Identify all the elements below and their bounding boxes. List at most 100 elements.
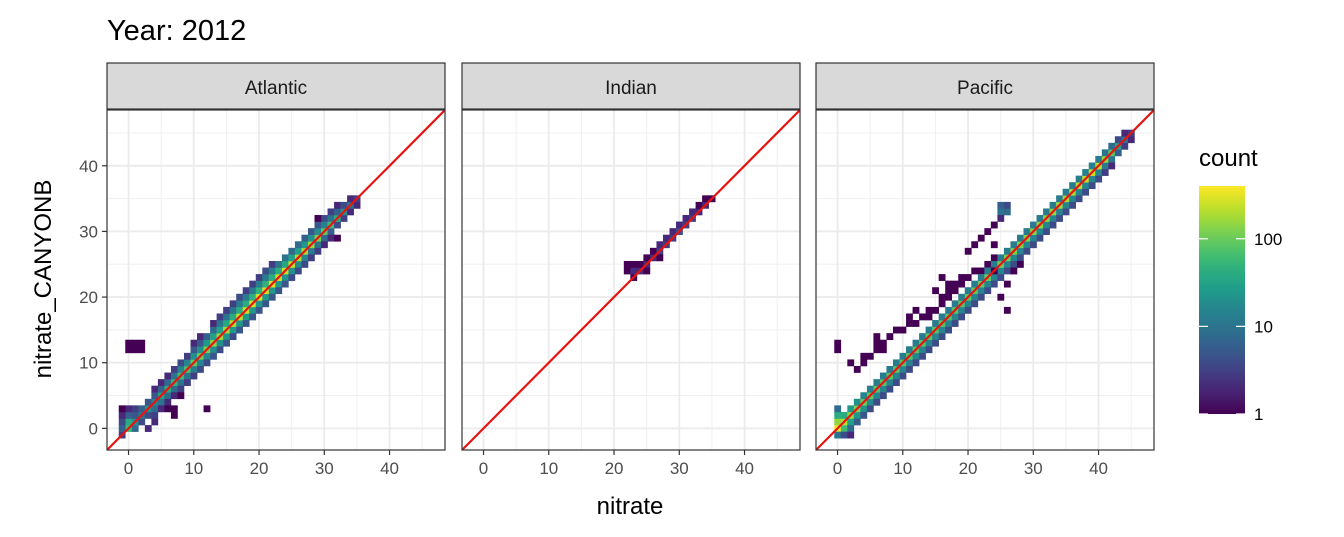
heatmap-bin <box>294 247 302 255</box>
heatmap-bin <box>321 234 328 242</box>
heatmap-bin <box>866 398 874 406</box>
heatmap-bin <box>151 418 159 426</box>
heatmap-bin <box>964 247 972 255</box>
heatmap-bin <box>197 333 204 341</box>
heatmap-bin <box>288 267 296 275</box>
heatmap-bin <box>327 228 335 236</box>
heatmap-bin <box>912 306 920 314</box>
heatmap-bin <box>347 195 354 203</box>
heatmap-bin <box>268 260 276 268</box>
heatmap-bin <box>275 287 283 295</box>
heatmap-bin <box>873 339 881 347</box>
heatmap-bin <box>1114 149 1122 157</box>
heatmap-bin <box>1010 254 1018 262</box>
heatmap-bin <box>164 405 172 413</box>
heatmap-bin <box>1043 208 1050 216</box>
heatmap-bin <box>281 274 289 281</box>
heatmap-bin <box>1108 155 1116 163</box>
heatmap-bin <box>977 293 985 301</box>
heatmap-bin <box>216 339 224 347</box>
facet-strip-label: Indian <box>605 78 657 99</box>
heatmap-bin <box>951 280 959 288</box>
heatmap-bin <box>1023 228 1031 236</box>
heatmap-bin <box>912 359 920 367</box>
heatmap-bin <box>229 313 237 321</box>
x-tick-label: 10 <box>184 459 203 478</box>
heatmap-bin <box>906 320 913 327</box>
x-axis-title: nitrate <box>597 493 664 520</box>
heatmap-bin <box>301 254 309 262</box>
facet-strip-label: Pacific <box>957 78 1013 99</box>
heatmap-bin <box>990 254 998 262</box>
heatmap-bin <box>170 372 178 380</box>
identity-line <box>816 110 1154 450</box>
heatmap-bin <box>125 405 133 413</box>
heatmap-bin <box>236 306 244 314</box>
heatmap-bin <box>906 346 913 354</box>
heatmap-bin <box>879 346 887 354</box>
heatmap-bin <box>1101 162 1109 170</box>
heatmap-bin <box>1062 201 1070 209</box>
heatmap-bin <box>971 300 979 308</box>
heatmap-bin <box>223 333 230 341</box>
heatmap-bin <box>183 379 191 386</box>
gridlines <box>107 110 445 450</box>
heatmap-bin <box>262 300 270 308</box>
heatmap-bin <box>314 215 322 222</box>
heatmap-bin <box>932 333 939 341</box>
heatmap-bin <box>892 372 900 380</box>
heatmap-bin <box>990 241 998 249</box>
y-tick-label: 20 <box>79 288 98 307</box>
heatmap-bin <box>899 326 907 334</box>
heatmap-bin <box>938 326 946 334</box>
heatmap-bin <box>131 339 139 347</box>
heatmap-bin <box>958 293 966 301</box>
x-tick-label: 10 <box>893 459 912 478</box>
heatmap-bin <box>262 280 270 288</box>
facet-strip <box>106 62 446 110</box>
heatmap-bin <box>990 280 998 288</box>
heatmap-bin <box>860 405 868 413</box>
heatmap-bin <box>669 228 677 236</box>
heatmap-bin <box>919 333 926 341</box>
heatmap-bin <box>1036 215 1044 222</box>
heatmap-bin <box>984 260 992 268</box>
heatmap-bin <box>892 326 900 334</box>
heatmap-bin <box>906 365 913 373</box>
heatmap-bin <box>971 267 979 275</box>
heatmap-bin <box>879 392 887 400</box>
heatmap-bin <box>1082 169 1090 176</box>
heatmap-bin <box>249 313 257 321</box>
heatmap-bin <box>229 306 237 314</box>
heatmap-bin <box>262 274 270 281</box>
heatmap-bin <box>1082 188 1090 196</box>
heatmap-bin <box>177 385 185 393</box>
heatmap-bin <box>1003 201 1011 209</box>
heatmap-bin <box>203 352 211 360</box>
heatmap-bin <box>643 267 651 275</box>
heatmap-bin <box>886 333 894 341</box>
heatmap-bin <box>138 418 146 426</box>
heatmap-bin <box>912 320 920 327</box>
heatmap-bin <box>847 431 855 439</box>
heatmap-bin <box>1075 175 1083 183</box>
heatmap-bin <box>1049 201 1057 209</box>
heatmap-bin <box>964 274 972 281</box>
heatmap-bin <box>689 208 696 216</box>
heatmap-bin <box>242 313 250 321</box>
heatmap-bin <box>1121 129 1129 137</box>
heatmap-bin <box>242 320 250 327</box>
heatmap-bin <box>294 260 302 268</box>
heatmap-bin <box>183 359 191 367</box>
heatmap-bin <box>1003 260 1011 268</box>
heatmap-bin <box>210 326 217 334</box>
heatmap-bin <box>307 234 315 242</box>
heatmap-bin <box>164 392 172 400</box>
heatmap-bin <box>334 201 341 209</box>
heatmap-bin <box>125 418 133 426</box>
heatmap-bin <box>170 411 178 419</box>
heatmap-bin <box>216 313 224 321</box>
heatmap-bin <box>144 398 152 406</box>
heatmap-bin <box>223 339 230 347</box>
heatmap-bin <box>984 267 992 275</box>
